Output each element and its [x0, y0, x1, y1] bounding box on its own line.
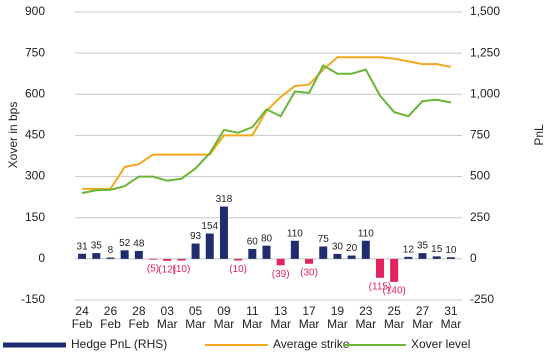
- bar: [177, 258, 186, 261]
- data-label: 35: [417, 241, 429, 252]
- data-label: 30: [332, 242, 344, 253]
- data-label: 75: [318, 234, 330, 245]
- x-tick-label: 25 Mar: [383, 304, 405, 331]
- bar: [134, 250, 143, 259]
- bar: [347, 255, 356, 259]
- line: [81, 64, 452, 195]
- data-label: 12: [403, 245, 415, 256]
- y2-tick-label: 1,000: [470, 86, 500, 100]
- data-label: (140): [382, 286, 405, 297]
- data-label: 31: [77, 241, 89, 252]
- legend-label: Hedge PnL (RHS): [71, 337, 167, 351]
- data-label: (30): [300, 267, 318, 278]
- legend-label: Xover level: [411, 337, 470, 351]
- y2-tick-label: 500: [470, 169, 490, 183]
- bar: [92, 253, 101, 259]
- data-label: (10): [229, 264, 247, 275]
- y-axis-title: Xover in bps: [6, 102, 20, 169]
- bar: [319, 246, 328, 259]
- bar: [163, 258, 172, 261]
- y-tick-label: 300: [25, 169, 45, 183]
- data-label: (39): [272, 269, 290, 280]
- y-tick-label: 750: [25, 45, 45, 59]
- bar: [276, 258, 285, 266]
- y2-tick-label: 1,250: [470, 45, 500, 59]
- bar: [432, 256, 441, 259]
- bar: [191, 243, 200, 259]
- bar: [290, 240, 299, 259]
- x-tick-label: 19 Mar: [327, 304, 348, 331]
- x-tick-label: 03 Mar: [156, 304, 178, 331]
- y2-tick-label: 250: [470, 210, 490, 224]
- bar: [149, 258, 158, 260]
- x-tick-label: 26 Feb: [100, 304, 121, 331]
- bar: [219, 206, 228, 259]
- data-label: 110: [287, 228, 303, 239]
- y-tick-label: 0: [38, 251, 45, 265]
- bar: [333, 253, 342, 259]
- y-tick-label: -150: [21, 292, 45, 306]
- x-tick-label: 24 Feb: [71, 304, 93, 331]
- data-label: 154: [201, 221, 218, 232]
- data-label: 318: [216, 194, 233, 205]
- y2-tick-label: 0: [470, 251, 477, 265]
- data-label: 10: [445, 245, 457, 256]
- bar: [390, 258, 399, 282]
- data-label: 80: [261, 233, 273, 244]
- y2-tick-label: -250: [470, 292, 494, 306]
- data-label: 20: [346, 243, 358, 254]
- data-label: 110: [358, 228, 374, 239]
- bar: [418, 253, 427, 259]
- x-tick-label: 31 Mar: [440, 304, 462, 331]
- bar: [248, 248, 257, 259]
- data-label: (10): [172, 264, 190, 275]
- bar: [234, 258, 243, 261]
- data-label: 35: [91, 241, 103, 252]
- data-label: 15: [431, 244, 443, 255]
- x-tick-label: 28 Feb: [128, 304, 150, 331]
- y-tick-label: 900: [25, 4, 45, 18]
- x-tick-label: 23 Mar: [355, 304, 377, 331]
- data-label: 52: [119, 238, 131, 249]
- data-label: (5): [147, 263, 159, 274]
- data-label: 48: [133, 239, 145, 250]
- bar: [361, 240, 370, 259]
- data-label: 60: [247, 237, 259, 248]
- x-tick-label: 13 Mar: [270, 304, 291, 331]
- legend-label: Average strike: [273, 337, 350, 351]
- bar: [305, 258, 314, 264]
- data-label: 8: [108, 245, 114, 256]
- x-tick-label: 05 Mar: [185, 304, 206, 331]
- x-tick-label: 27 Mar: [412, 304, 433, 331]
- y2-tick-label: 1,500: [470, 4, 500, 18]
- bar: [205, 233, 214, 259]
- data-label: (12): [158, 264, 176, 275]
- bar: [404, 256, 413, 259]
- y2-axis-title: PnL: [532, 124, 546, 146]
- bar: [375, 258, 384, 278]
- y-tick-label: 600: [25, 86, 45, 100]
- x-tick-label: 17 Mar: [298, 304, 320, 331]
- bar: [446, 257, 455, 259]
- bar: [106, 257, 115, 259]
- line: [82, 56, 452, 190]
- x-tick-label: 09 Mar: [213, 304, 235, 331]
- y-tick-label: 150: [25, 210, 45, 224]
- bar: [262, 245, 271, 259]
- x-tick-label: 11 Mar: [241, 304, 263, 331]
- y2-tick-label: 750: [470, 128, 490, 142]
- bar: [78, 253, 87, 259]
- data-label: 93: [190, 231, 202, 242]
- bar: [120, 250, 129, 259]
- data-label: (115): [369, 281, 392, 292]
- y-tick-label: 450: [25, 128, 45, 142]
